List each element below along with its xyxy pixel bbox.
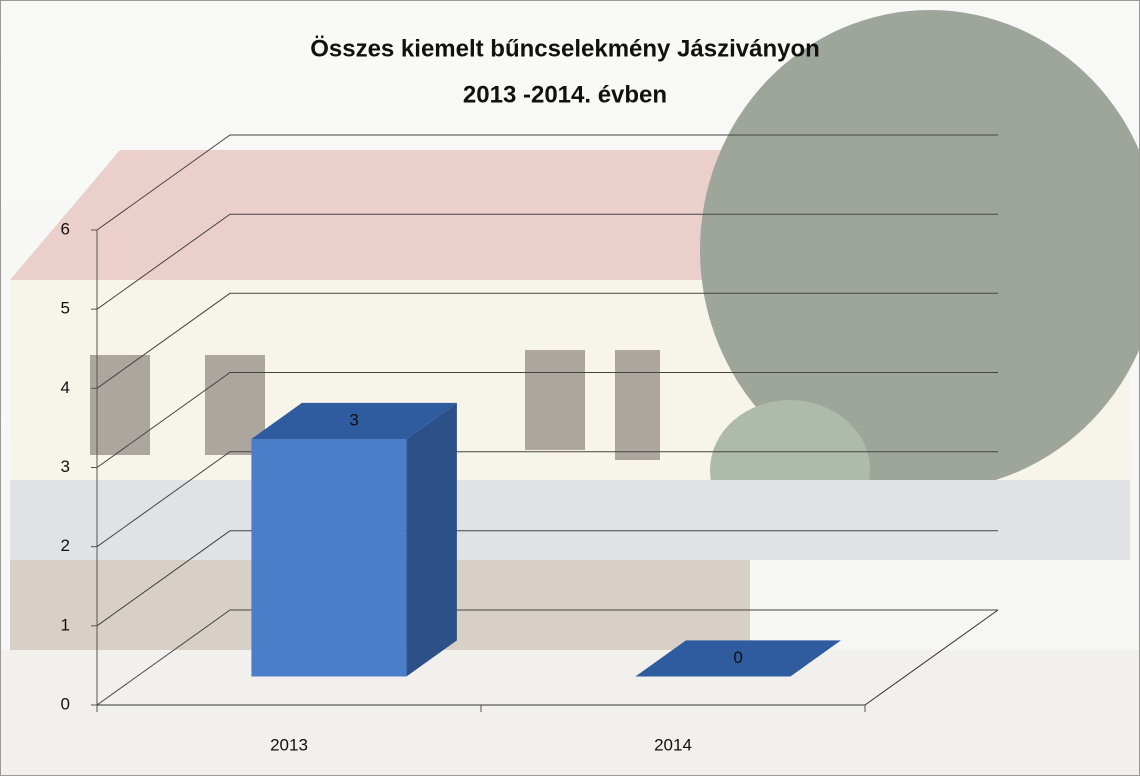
y-tick-label: 2 xyxy=(61,536,70,555)
bar-top xyxy=(635,640,841,677)
bar-top xyxy=(251,402,457,439)
bar-side xyxy=(406,402,457,677)
grid-line xyxy=(96,609,998,706)
grid-line xyxy=(96,451,998,548)
y-tick-label: 4 xyxy=(61,378,70,397)
y-tick-label: 6 xyxy=(61,219,70,238)
y-tick-label: 0 xyxy=(61,694,70,713)
chart-title: Összes kiemelt bűncselekmény Jásziványon xyxy=(310,35,820,62)
bar xyxy=(251,439,407,677)
chart-title: 2013 -2014. évben xyxy=(463,81,667,108)
value-label: 3 xyxy=(349,410,358,429)
grid-line xyxy=(96,134,998,231)
grid-line xyxy=(96,372,998,468)
x-tick-label: 2014 xyxy=(654,735,692,754)
grid-line xyxy=(96,213,998,310)
y-tick-label: 5 xyxy=(61,299,70,318)
x-tick-label: 2013 xyxy=(270,735,308,754)
y-tick-label: 1 xyxy=(61,615,70,634)
grid-line xyxy=(96,530,998,627)
grid-line xyxy=(96,292,998,389)
y-tick-label: 3 xyxy=(61,457,70,476)
value-label: 0 xyxy=(733,648,742,667)
